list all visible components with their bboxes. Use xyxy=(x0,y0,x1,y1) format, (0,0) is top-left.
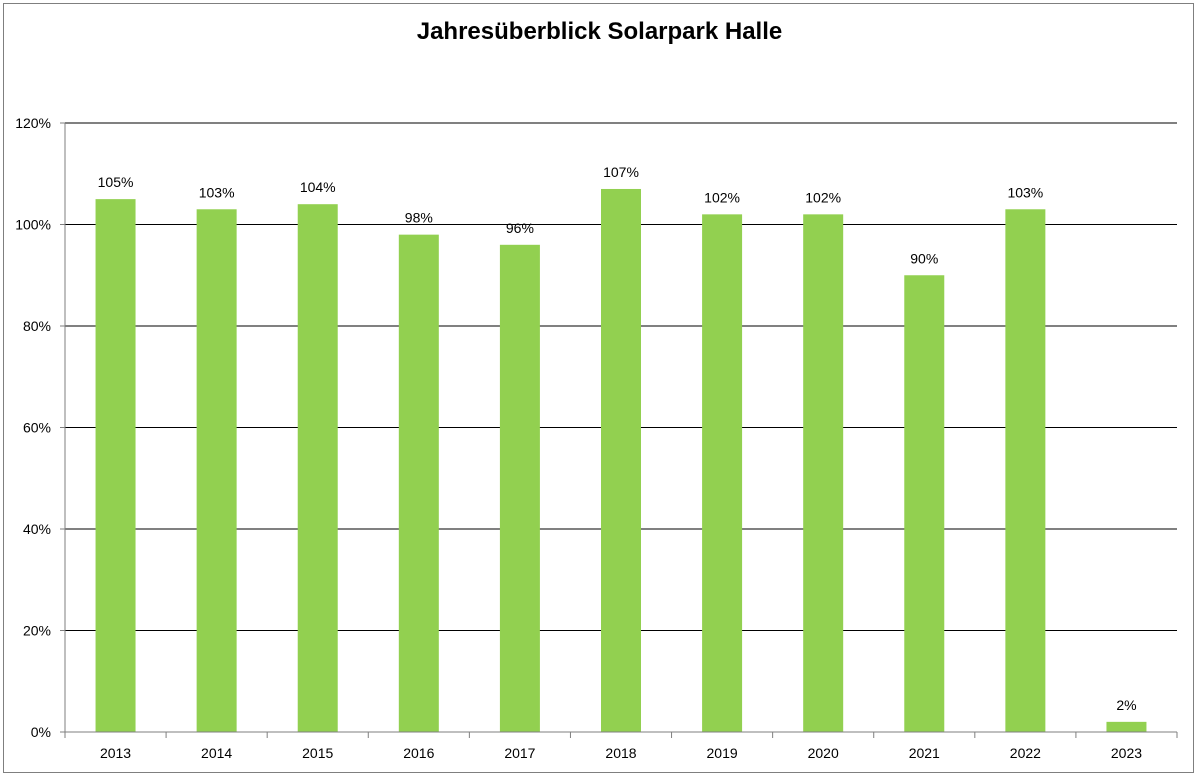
y-axis-tick-labels: 0% 20% 40% 60% 80% 100% 120% xyxy=(15,115,51,740)
x-tick-label: 2022 xyxy=(1010,745,1041,761)
y-tick-label: 100% xyxy=(15,217,51,233)
bars xyxy=(95,188,1147,733)
bar xyxy=(601,188,641,733)
bar xyxy=(803,214,844,733)
data-label: 102% xyxy=(704,189,740,205)
x-tick-label: 2015 xyxy=(302,745,333,761)
bar xyxy=(196,209,237,732)
bar xyxy=(702,214,743,733)
x-tick-label: 2018 xyxy=(605,745,636,761)
data-label: 103% xyxy=(1007,184,1043,200)
y-tick-label: 80% xyxy=(23,318,51,334)
bar xyxy=(95,199,136,732)
y-tick-label: 0% xyxy=(31,724,51,740)
y-tick-label: 60% xyxy=(23,420,51,436)
x-tick-label: 2021 xyxy=(909,745,940,761)
x-axis-tick-labels: 2013 2014 2015 2016 2017 2018 2019 2020 2021 2022… xyxy=(100,745,1142,761)
data-labels: 105% 103% 104% 98% 96% 107% 102% 102% 90% 103% 2% xyxy=(98,164,1137,713)
x-tick-label: 2019 xyxy=(707,745,738,761)
x-tick-label: 2014 xyxy=(201,745,232,761)
y-tick-label: 40% xyxy=(23,521,51,537)
axes xyxy=(64,123,1178,738)
data-label: 107% xyxy=(603,164,639,180)
data-label: 90% xyxy=(910,250,938,266)
y-tick-label: 120% xyxy=(15,115,51,131)
bar xyxy=(297,204,338,732)
x-tick-label: 2016 xyxy=(403,745,434,761)
data-label: 2% xyxy=(1116,697,1136,713)
bar xyxy=(499,244,540,733)
data-label: 104% xyxy=(300,179,336,195)
x-tick-label: 2023 xyxy=(1111,745,1142,761)
x-tick-label: 2017 xyxy=(504,745,535,761)
bar xyxy=(1005,209,1046,732)
data-label: 98% xyxy=(405,210,433,226)
bar xyxy=(398,234,439,732)
chart-title: Jahresüberblick Solarpark Halle xyxy=(416,18,783,45)
bar xyxy=(1106,721,1147,732)
y-tick-label: 20% xyxy=(23,623,51,639)
data-label: 105% xyxy=(98,174,134,190)
data-label: 103% xyxy=(199,184,235,200)
x-tick-label: 2020 xyxy=(808,745,839,761)
x-tick-label: 2013 xyxy=(100,745,131,761)
data-label: 96% xyxy=(506,220,534,236)
bar xyxy=(904,275,945,732)
data-label: 102% xyxy=(805,189,841,205)
